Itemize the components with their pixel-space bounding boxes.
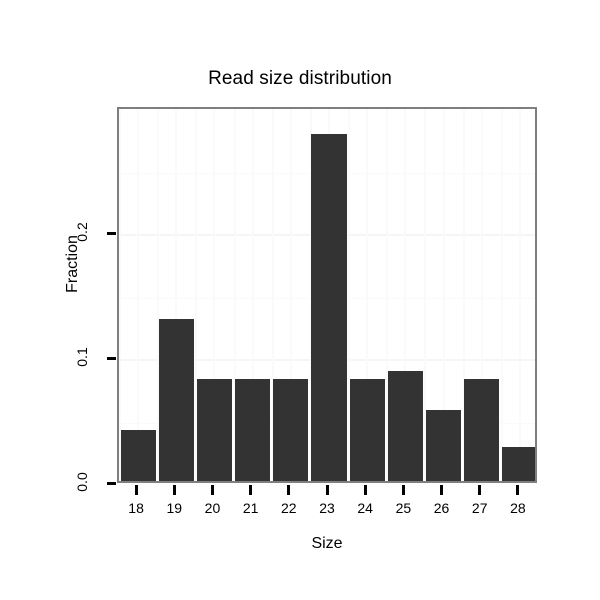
x-tick-mark [440,485,444,495]
y-tick-label: 0.0 [74,472,90,492]
y-tick-mark [107,232,116,235]
x-tick-label: 22 [281,500,297,516]
x-tick-label: 27 [471,500,488,516]
x-tick-label: 20 [204,500,221,516]
x-tick-mark [210,485,214,495]
bar [311,133,347,481]
bar [502,447,535,481]
x-tick-label: 23 [319,500,335,516]
bar [196,378,233,481]
x-tick-label: 18 [128,500,144,516]
grid-line-minor-vertical [195,109,198,481]
grid-line-minor-vertical [500,109,503,481]
grid-line-minor-vertical [462,109,465,481]
bar [387,371,423,481]
x-tick-label: 24 [357,500,373,516]
grid-line-major-vertical [442,109,445,481]
grid-line-minor-vertical [233,109,236,481]
bar [425,409,462,481]
grid-line-minor-vertical [424,109,427,481]
x-tick-label: 21 [242,500,259,516]
grid-line-major-vertical [404,109,407,481]
grid-line-major-vertical [213,109,216,481]
grid-line-major-vertical [137,109,140,481]
grid-line-major-vertical [251,109,254,481]
x-tick-label: 26 [433,500,450,516]
bar [158,318,194,481]
bar [464,378,500,481]
x-tick-mark [478,485,482,495]
x-tick-mark [516,485,520,495]
x-tick-mark [134,485,138,495]
grid-line-minor-vertical [157,109,160,481]
y-tick-label: 0.2 [74,222,90,242]
grid-line-minor-vertical [309,109,312,481]
chart-title: Read size distribution [208,68,392,89]
bar [273,378,309,481]
x-tick-mark [325,485,329,495]
x-tick-label: 25 [395,500,412,516]
x-axis-title: Size [311,535,343,552]
grid-line-major-vertical [518,109,521,481]
grid-line-major-vertical [175,109,178,481]
bar [120,429,156,481]
grid-line-minor-vertical [119,109,121,481]
grid-line-minor-vertical [271,109,274,481]
bar [235,378,271,481]
grid-line-minor-vertical [386,109,389,481]
x-tick-mark [287,485,291,495]
x-tick-label: 28 [510,500,526,516]
plot-panel [117,107,537,483]
x-tick-mark [401,485,405,495]
grid-line-major-vertical [289,109,292,481]
grid-line-major-vertical [366,109,369,481]
y-tick-mark [107,357,116,360]
x-tick-mark [363,485,367,495]
grid-line-minor-vertical [348,109,351,481]
y-tick-label: 0.1 [74,347,90,367]
grid-line-major-vertical [480,109,483,481]
y-tick-mark [107,482,116,485]
x-tick-label: 19 [166,500,183,516]
x-tick-mark [172,485,176,495]
bar [349,378,385,481]
x-tick-mark [249,485,253,495]
